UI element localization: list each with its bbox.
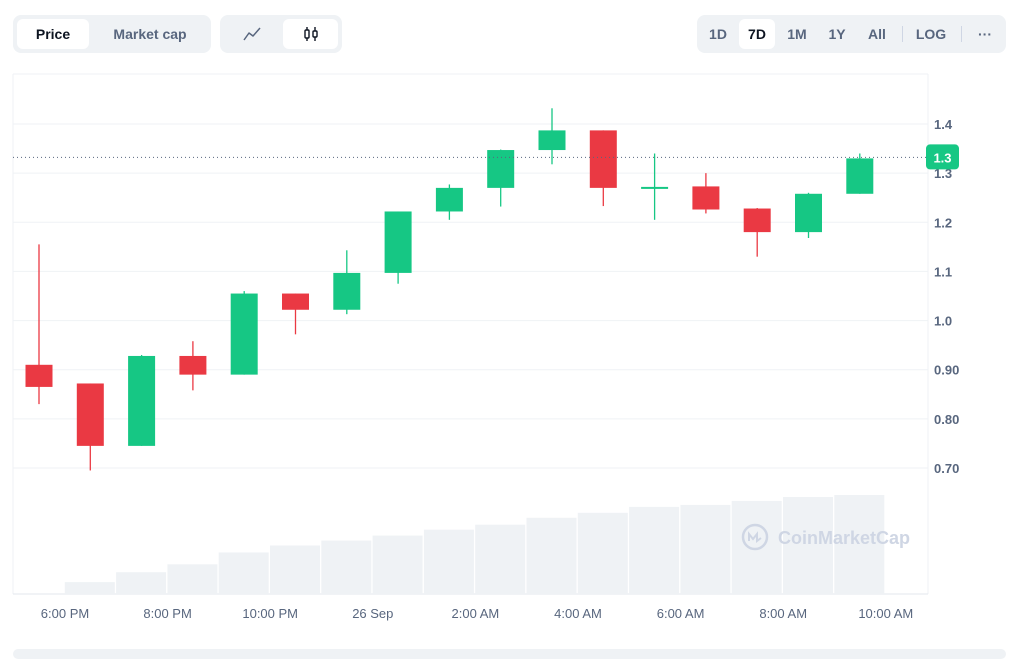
x-tick-label: 6:00 AM — [657, 606, 705, 621]
y-tick-label: 1.0 — [934, 314, 952, 329]
y-tick-label: 1.2 — [934, 215, 952, 230]
volume-bar — [783, 496, 833, 594]
volume-bar — [475, 524, 526, 594]
volume-bar — [731, 500, 782, 594]
candle-up — [538, 130, 566, 151]
candle-up — [230, 293, 258, 375]
y-tick-label: 0.70 — [934, 461, 959, 476]
candles — [25, 108, 874, 471]
volume-bar — [270, 545, 320, 594]
metric-switch: Price Market cap — [13, 15, 211, 53]
tab-price[interactable]: Price — [17, 19, 89, 49]
volume-bar — [423, 529, 474, 594]
volume-bar — [526, 517, 577, 594]
volume-bar — [629, 506, 680, 594]
price-chart: 1.4 1.3 1.2 1.1 1.0 0.90 0.80 0.70 6:00 PM 8:00 … — [12, 73, 959, 621]
candle-down — [589, 130, 617, 188]
x-tick-label: 8:00 PM — [143, 606, 191, 621]
x-tick-label: 10:00 PM — [242, 606, 298, 621]
volume-bar — [834, 495, 885, 594]
candle-up — [333, 272, 361, 310]
y-axis: 1.4 1.3 1.2 1.1 1.0 0.90 0.80 0.70 — [934, 117, 959, 476]
watermark-text: CoinMarketCap — [778, 528, 910, 548]
candlestick-icon — [303, 27, 318, 41]
current-price-label: 1.3 — [933, 150, 951, 165]
line-chart-button[interactable] — [224, 19, 279, 49]
candle-down — [76, 383, 104, 446]
log-scale-button[interactable]: LOG — [915, 26, 947, 42]
x-tick-label: 26 Sep — [352, 606, 393, 621]
chart-type-switch — [220, 15, 342, 53]
x-tick-label: 2:00 AM — [452, 606, 500, 621]
current-price-marker: 1.3 — [13, 144, 959, 170]
volume-bar — [321, 540, 372, 594]
current-price-badge — [926, 144, 959, 170]
candle-down — [692, 186, 720, 210]
volume-bar — [218, 552, 269, 594]
volume-bar — [64, 582, 115, 594]
y-tick-label: 1.1 — [934, 264, 952, 279]
volume-bar — [372, 535, 423, 594]
range-all-button[interactable]: All — [868, 26, 886, 42]
coinmarketcap-logo-mark — [748, 531, 762, 543]
range-1y-button[interactable]: 1Y — [828, 26, 846, 42]
line-chart-icon — [242, 27, 261, 41]
candle-up — [384, 211, 412, 273]
y-tick-label: 0.90 — [934, 363, 959, 378]
volume-bar — [577, 512, 628, 594]
bottom-panel — [13, 649, 1006, 659]
chart-toolbar: Price Market cap 1D 7D 1M 1Y All LOG ··· — [13, 15, 1006, 53]
candle-down — [282, 293, 309, 310]
candle-down — [179, 355, 207, 375]
x-tick-label: 4:00 AM — [554, 606, 602, 621]
x-axis: 6:00 PM 8:00 PM 10:00 PM 26 Sep 2:00 AM 4:00 … — [41, 606, 913, 621]
range-1d-button[interactable]: 1D — [709, 26, 727, 42]
range-1m-button[interactable]: 1M — [787, 26, 807, 42]
volume-bar — [116, 572, 167, 594]
candlestick-button[interactable] — [283, 19, 338, 49]
candle-down — [743, 208, 771, 233]
more-options-button[interactable]: ··· — [978, 26, 992, 42]
candle-up — [128, 355, 156, 446]
divider — [961, 26, 962, 42]
x-tick-label: 6:00 PM — [41, 606, 89, 621]
candle-up — [487, 150, 515, 188]
range-switch: 1D 7D 1M 1Y All LOG ··· — [697, 15, 1006, 53]
candle-up — [795, 193, 822, 233]
coinmarketcap-watermark: CoinMarketCap — [741, 523, 910, 551]
x-tick-label: 8:00 AM — [759, 606, 807, 621]
volume-bar — [680, 504, 731, 594]
divider — [902, 26, 903, 42]
candle-up — [641, 186, 669, 189]
tab-market-cap[interactable]: Market cap — [113, 26, 187, 42]
candle-down — [25, 364, 53, 387]
y-tick-label: 1.3 — [934, 166, 952, 181]
y-tick-label: 0.80 — [934, 412, 959, 427]
y-tick-label: 1.4 — [934, 117, 953, 132]
candle-up — [435, 187, 463, 212]
coinmarketcap-logo-icon — [741, 523, 769, 551]
volume-bars — [64, 495, 885, 594]
x-tick-label: 10:00 AM — [858, 606, 913, 621]
range-7d-button[interactable]: 7D — [739, 19, 775, 49]
volume-bar — [167, 564, 218, 594]
candle-up — [846, 158, 874, 194]
